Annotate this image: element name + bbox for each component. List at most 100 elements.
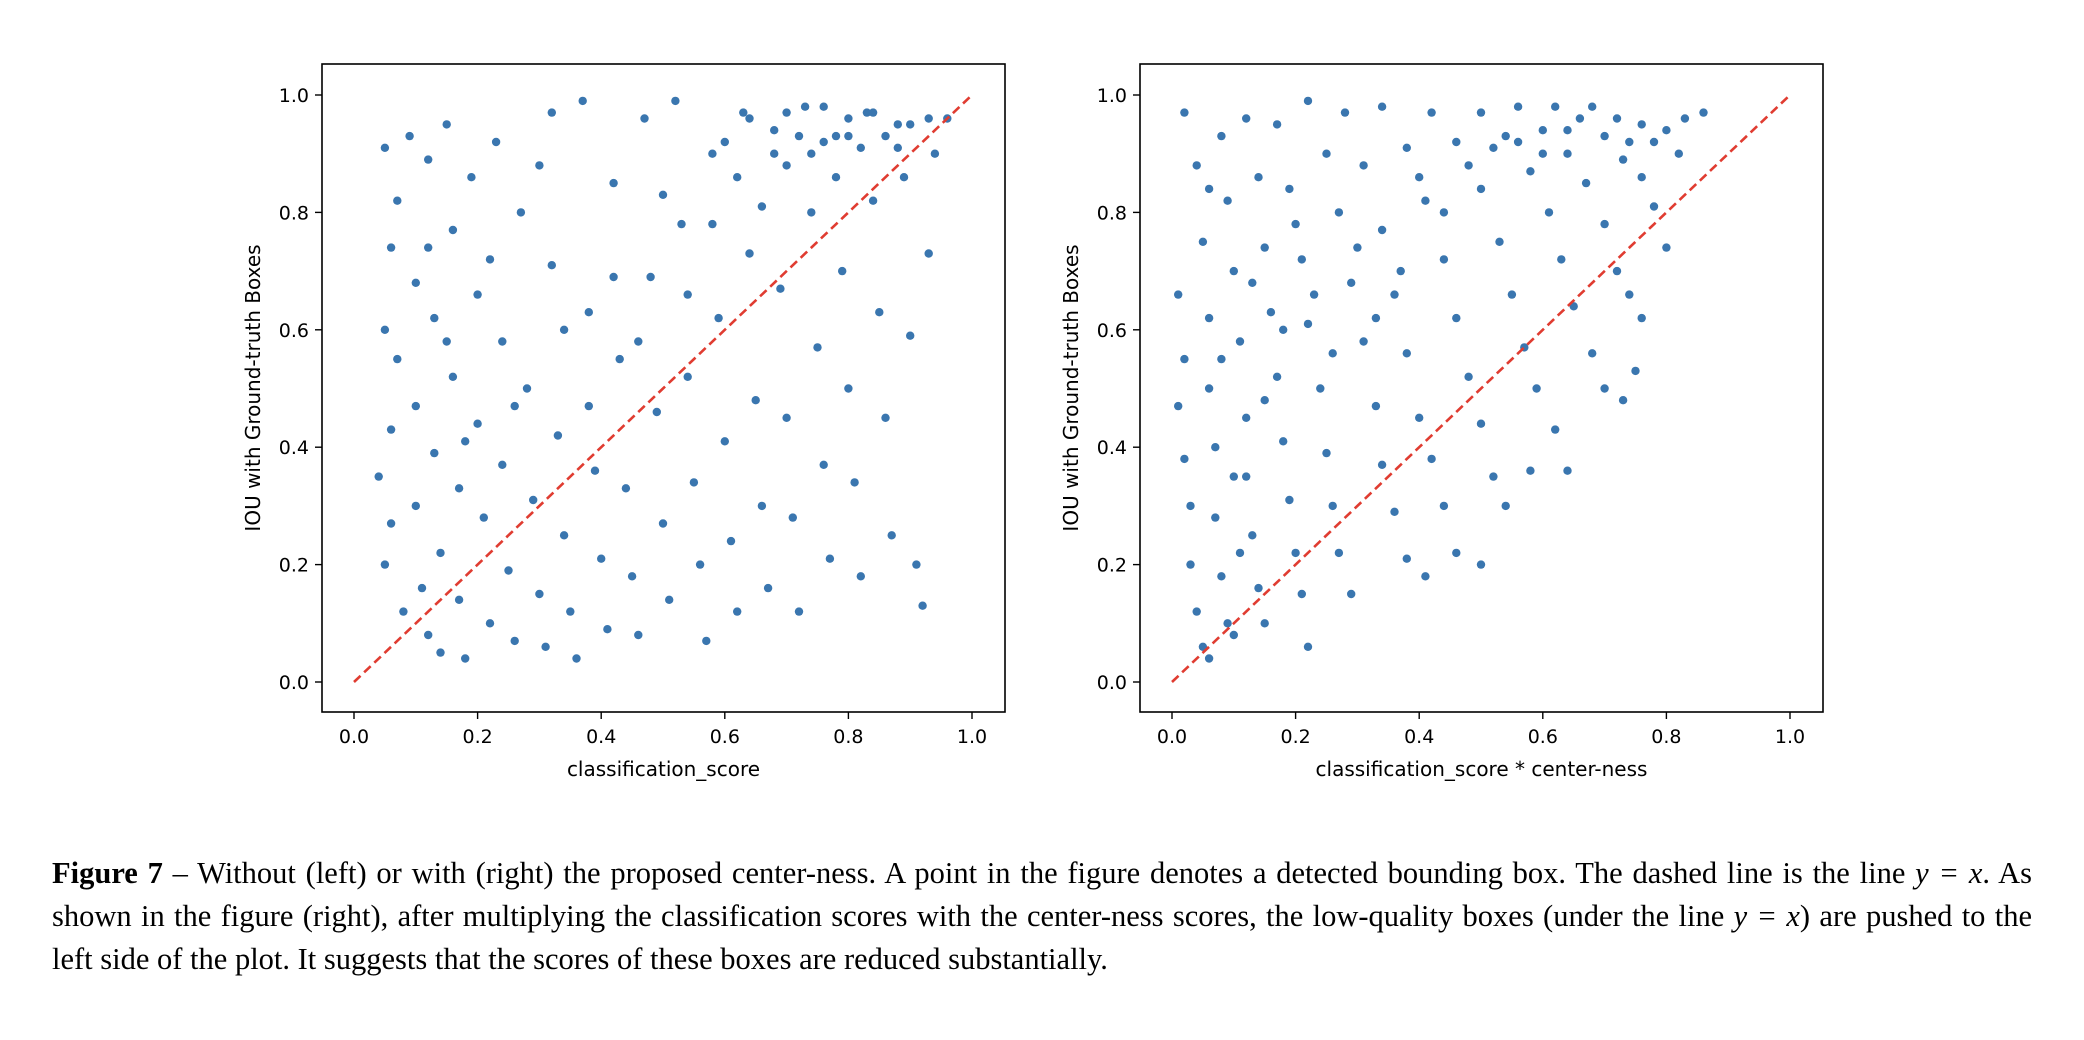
- scatter-point: [1242, 472, 1251, 481]
- scatter-point: [491, 137, 501, 147]
- scatter-point: [374, 472, 383, 481]
- scatter-point: [1618, 396, 1628, 405]
- scatter-point: [1452, 548, 1461, 558]
- scatter-point: [1186, 560, 1195, 569]
- scatter-point: [881, 131, 890, 141]
- scatter-point: [1328, 501, 1337, 511]
- scatter-point: [1297, 589, 1307, 599]
- x-tick-label: 0.0: [339, 726, 369, 748]
- scatter-point: [1476, 419, 1486, 428]
- scatter-point: [844, 114, 853, 123]
- scatter-point: [597, 554, 606, 563]
- scatter-point: [1180, 354, 1189, 364]
- scatter-point: [1600, 131, 1609, 141]
- scatter-point: [417, 583, 427, 593]
- scatter-point: [380, 143, 390, 152]
- scatter-point: [1316, 384, 1325, 393]
- scatter-point: [1649, 137, 1659, 147]
- y-tick-label: 0.4: [1097, 437, 1127, 459]
- scatter-point: [1618, 155, 1628, 164]
- scatter-point: [689, 478, 699, 487]
- y-tick-label: 0.8: [1097, 202, 1127, 224]
- scatter-point: [745, 114, 754, 123]
- scatter-point: [930, 149, 940, 158]
- scatter-point: [424, 243, 433, 252]
- scatter-point: [1223, 619, 1232, 628]
- scatter-point: [924, 114, 933, 123]
- scatter-point: [1439, 255, 1449, 264]
- scatter-point: [1279, 325, 1288, 334]
- scatter-point: [899, 173, 909, 182]
- scatter-point: [498, 460, 507, 469]
- scatter-point: [1291, 548, 1300, 558]
- scatter-point: [1439, 501, 1449, 511]
- scatter-point: [578, 96, 587, 106]
- scatter-point: [850, 478, 859, 487]
- scatter-point: [782, 108, 791, 117]
- scatter-point: [875, 308, 884, 317]
- scatter-point: [380, 560, 390, 569]
- scatter-point: [868, 108, 878, 117]
- scatter-point: [584, 401, 593, 411]
- scatter-point: [1390, 290, 1399, 299]
- scatter-point: [1192, 607, 1201, 616]
- scatter-point: [634, 337, 643, 346]
- y-tick-label: 0.0: [1097, 672, 1127, 694]
- scatter-point: [1235, 337, 1245, 346]
- scatter-point: [572, 654, 581, 663]
- scatter-point: [454, 484, 464, 493]
- x-tick-label: 0.8: [833, 726, 863, 748]
- scatter-point: [1501, 501, 1510, 511]
- y-tick-label: 0.4: [279, 437, 309, 459]
- scatter-point: [430, 313, 439, 323]
- scatter-point: [627, 572, 637, 581]
- scatter-point: [1464, 372, 1473, 381]
- scatter-point: [1285, 495, 1294, 505]
- scatter-point: [1637, 173, 1646, 182]
- caption-math-1: y = x: [1915, 856, 1983, 890]
- x-tick-label: 1.0: [1775, 726, 1805, 748]
- scatter-point: [1513, 137, 1523, 147]
- scatter-point: [547, 108, 556, 117]
- scatter-point: [510, 401, 519, 411]
- y-tick-label: 0.0: [279, 672, 309, 694]
- scatter-point: [393, 196, 402, 205]
- scatter-point: [504, 566, 513, 575]
- scatter-point: [1489, 143, 1498, 152]
- scatter-point: [1377, 460, 1387, 469]
- x-tick-label: 0.4: [586, 726, 616, 748]
- scatter-point: [782, 161, 791, 170]
- scatter-point: [1303, 96, 1313, 106]
- scatter-point: [547, 261, 556, 270]
- scatter-point: [757, 202, 767, 211]
- scatter-point: [1544, 208, 1554, 217]
- scatter-point: [1513, 102, 1523, 111]
- scatter-point: [1186, 501, 1195, 511]
- scatter-point: [424, 630, 433, 640]
- scatter-point: [794, 131, 804, 141]
- scatter-point: [1637, 120, 1646, 129]
- scatter-point: [1588, 102, 1597, 111]
- scatter-point: [702, 636, 711, 646]
- caption-text-3: ) are pushed to the left side of the plo…: [52, 899, 2032, 976]
- reference-line-y-equals-x: [1171, 94, 1791, 683]
- scatter-point: [1279, 437, 1288, 446]
- scatter-point: [1322, 149, 1331, 158]
- scatter-point: [1662, 126, 1671, 135]
- scatter-point: [1476, 108, 1486, 117]
- scatter-points: [374, 96, 952, 663]
- scatter-point: [1551, 102, 1560, 111]
- scatter-point: [1699, 108, 1708, 117]
- scatter-point: [1427, 108, 1436, 117]
- scatter-point: [1396, 266, 1405, 276]
- scatter-point: [1415, 413, 1424, 422]
- scatter-point: [1538, 126, 1548, 135]
- y-tick-label: 0.6: [279, 320, 309, 342]
- scatter-point: [1637, 313, 1646, 323]
- scatter-point: [1390, 507, 1399, 516]
- scatter-point: [1649, 202, 1659, 211]
- scatter-point: [1235, 548, 1245, 558]
- y-tick-label: 0.8: [279, 202, 309, 224]
- scatter-point: [424, 155, 433, 164]
- scatter-point: [1204, 384, 1214, 393]
